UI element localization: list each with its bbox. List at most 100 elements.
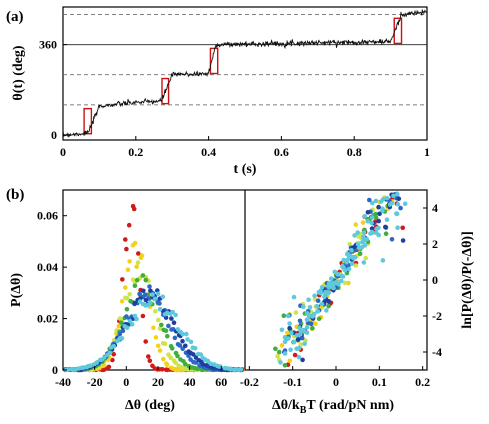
x-tick-label: -40: [55, 375, 71, 389]
distribution-point: [157, 306, 163, 312]
distribution-point: [134, 316, 139, 322]
log-ratio-point: [361, 260, 367, 265]
log-ratio-point: [338, 278, 344, 284]
distribution-point: [102, 355, 107, 360]
log-ratio-point: [307, 305, 313, 310]
y-tick-label: 4: [432, 201, 438, 215]
log-ratio-point: [304, 324, 310, 330]
log-ratio-point: [287, 321, 292, 326]
log-ratio-point: [361, 234, 366, 240]
log-ratio-point: [394, 211, 399, 216]
log-ratio-point: [396, 196, 402, 201]
distribution-point: [132, 283, 138, 289]
panel-b: (b) -40 -20 0 20 40 60 00.020.040.06 -0.2 -0.1…: [6, 187, 475, 416]
distribution-point: [124, 325, 130, 331]
distribution-point: [137, 291, 142, 297]
distribution-point: [218, 364, 223, 369]
log-ratio-point: [357, 251, 363, 256]
distribution-point: [168, 355, 173, 361]
log-ratio-point: [353, 263, 359, 268]
distribution-point: [160, 294, 166, 300]
distribution-point: [183, 361, 188, 367]
panel-b-left-ylabel: P(Δθ): [9, 273, 24, 307]
log-ratio-point: [273, 346, 278, 352]
distribution-point: [148, 300, 153, 306]
distribution-point: [129, 322, 135, 327]
log-ratio-point: [395, 202, 401, 207]
distribution-point: [148, 288, 153, 294]
distribution-point: [120, 328, 126, 334]
y-tick-label: 0.02: [37, 312, 58, 326]
log-ratio-point: [362, 243, 368, 248]
distribution-point: [175, 353, 180, 359]
log-ratio-point: [326, 290, 332, 295]
distribution-point: [134, 264, 139, 270]
distribution-point: [151, 325, 156, 331]
log-ratio-point: [296, 354, 302, 360]
x-tick-label: 60: [215, 375, 227, 389]
distribution-point: [147, 284, 152, 289]
distribution-point: [157, 301, 162, 306]
log-ratio-point: [355, 230, 361, 235]
panel-a-frame: [62, 6, 428, 141]
log-ratio-point: [342, 280, 348, 286]
log-ratio-point: [315, 298, 321, 304]
log-ratio-point: [332, 269, 338, 275]
panel-b-left-xlabel: Δθ (deg): [125, 398, 175, 413]
distribution-point: [140, 273, 146, 278]
log-ratio-point: [316, 316, 322, 322]
log-ratio-point: [360, 220, 366, 225]
distribution-point: [155, 291, 161, 297]
log-ratio-point: [377, 211, 382, 217]
distribution-point: [139, 253, 145, 258]
log-ratio-point: [282, 335, 288, 340]
distribution-point: [159, 322, 164, 328]
log-ratio-point: [326, 303, 331, 309]
x-tick-label: 0: [333, 375, 339, 389]
distribution-point: [111, 343, 117, 349]
log-ratio-point: [363, 255, 369, 261]
distribution-point: [160, 367, 165, 372]
y-tick-label: -2: [432, 309, 442, 323]
log-ratio-point: [369, 220, 374, 226]
log-ratio-point: [294, 333, 300, 338]
distribution-point: [136, 251, 141, 256]
distribution-point: [117, 331, 123, 337]
log-ratio-point: [395, 191, 400, 197]
distribution-point: [155, 343, 161, 349]
distribution-point: [166, 323, 171, 329]
distribution-point: [119, 320, 124, 326]
distribution-point: [132, 300, 138, 306]
panel-b-right-ylabel: ln[P(Δθ)/P(-Δθ)]: [460, 231, 475, 328]
log-ratio-point: [347, 241, 353, 247]
distribution-point: [205, 358, 211, 364]
distribution-point: [164, 362, 170, 368]
distribution-point: [123, 237, 128, 242]
log-ratio-point: [384, 217, 390, 222]
distribution-point: [147, 358, 153, 364]
log-ratio-point: [278, 360, 283, 365]
distribution-point: [173, 360, 178, 366]
log-ratio-point: [387, 202, 393, 207]
step-box: [161, 77, 170, 105]
log-ratio-point: [319, 301, 325, 307]
distribution-point: [124, 314, 129, 319]
log-ratio-point: [302, 341, 308, 347]
distribution-point: [126, 222, 132, 228]
distribution-point: [123, 285, 128, 290]
log-ratio-point: [400, 225, 406, 231]
log-ratio-point: [279, 327, 285, 333]
distribution-point: [157, 348, 163, 353]
distribution-point: [143, 277, 149, 283]
log-ratio-point: [352, 255, 358, 260]
distribution-point: [106, 364, 112, 370]
x-tick-label: 40: [184, 375, 196, 389]
distribution-point: [198, 352, 204, 357]
x-tick-label: -0.1: [283, 375, 302, 389]
log-ratio-point: [306, 313, 312, 319]
distribution-point: [124, 306, 130, 312]
log-ratio-point: [292, 352, 298, 358]
y-tick-label: 2: [432, 237, 438, 251]
log-ratio-point: [380, 206, 385, 211]
x-tick-label: 0.6: [274, 145, 289, 159]
